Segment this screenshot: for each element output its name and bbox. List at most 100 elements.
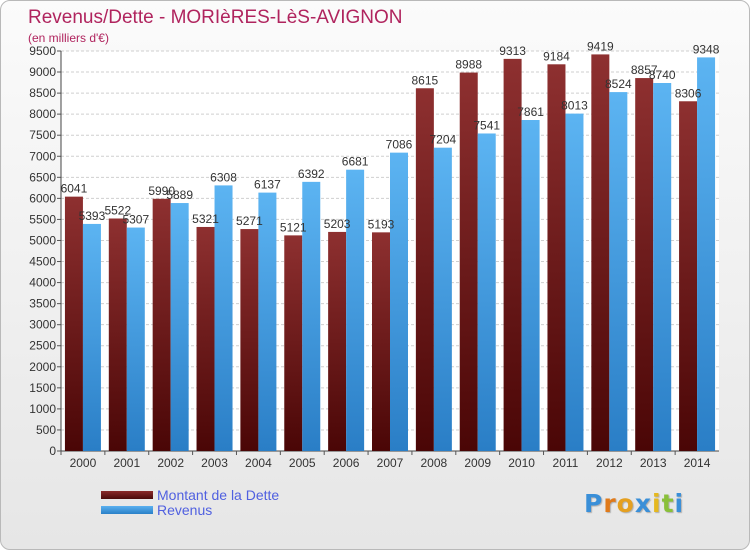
bar-revenue	[82, 223, 101, 451]
x-tick-label: 2003	[201, 456, 228, 470]
data-label-revenue: 8013	[561, 99, 588, 113]
x-tick-label: 2008	[421, 456, 448, 470]
logo-letter: P	[584, 489, 604, 518]
bar-debt	[372, 232, 390, 451]
legend-label-debt: Montant de la Dette	[157, 487, 280, 503]
bar-debt	[240, 229, 259, 451]
logo-letter: r	[603, 489, 617, 518]
chart-title: Revenus/Dette - MORIèRES-LèS-AVIGNON	[28, 7, 403, 28]
data-label-revenue: 8740	[649, 68, 676, 82]
bar-revenue	[521, 120, 540, 451]
x-tick-label: 2007	[377, 456, 404, 470]
bar-debt	[152, 198, 171, 451]
data-label-revenue: 5307	[122, 213, 149, 227]
data-label-debt: 9419	[587, 39, 614, 53]
bar-debt	[108, 218, 127, 451]
bar-debt	[635, 78, 654, 452]
legend-swatch-debt	[101, 491, 153, 499]
y-tick-label: 4500	[29, 255, 56, 269]
y-tick-label: 7500	[29, 128, 56, 142]
data-label-revenue: 8524	[605, 77, 632, 91]
legend-swatch-revenue	[101, 506, 153, 514]
data-label-debt: 9184	[543, 49, 570, 63]
data-label-revenue: 6681	[342, 155, 369, 169]
x-tick-label: 2014	[684, 456, 711, 470]
y-tick-label: 2000	[29, 360, 56, 374]
y-tick-label: 7000	[29, 149, 56, 163]
bar-revenue	[477, 133, 496, 452]
data-label-debt: 5271	[236, 214, 263, 228]
bar-debt	[547, 64, 566, 451]
y-tick-label: 500	[36, 423, 56, 437]
data-label-revenue: 7861	[517, 105, 544, 119]
bar-revenue	[258, 192, 277, 451]
bar-debt	[284, 235, 303, 451]
data-label-debt: 5193	[368, 217, 395, 231]
data-label-revenue: 6308	[210, 170, 237, 184]
x-tick-label: 2004	[245, 456, 272, 470]
bar-revenue	[609, 92, 628, 452]
proxiti-logo: Proxiti	[584, 489, 684, 518]
data-label-debt: 5321	[192, 212, 219, 226]
data-label-revenue: 5393	[79, 209, 106, 223]
x-tick-label: 2005	[289, 456, 316, 470]
data-label-debt: 5203	[324, 217, 351, 231]
y-tick-label: 6000	[29, 191, 56, 205]
data-label-debt: 5990	[148, 184, 175, 198]
y-tick-label: 9500	[29, 44, 56, 58]
logo-letter: x	[634, 489, 652, 518]
data-label-revenue: 9348	[693, 42, 720, 56]
logo-letter: o	[616, 489, 635, 518]
x-tick-label: 2006	[333, 456, 360, 470]
x-tick-label: 2012	[596, 456, 623, 470]
data-label-revenue: 7541	[473, 118, 500, 132]
data-label-debt: 8306	[675, 86, 702, 100]
bar-revenue	[390, 152, 408, 452]
logo-letter: i	[674, 489, 685, 518]
logo-letter: i	[652, 489, 662, 518]
y-tick-label: 2500	[29, 339, 56, 353]
data-label-revenue: 7204	[430, 133, 457, 147]
x-tick-label: 2002	[157, 456, 184, 470]
data-label-revenue: 6137	[254, 178, 281, 192]
y-tick-label: 0	[49, 444, 56, 458]
data-label-debt: 9313	[499, 44, 526, 58]
bar-debt	[503, 58, 522, 451]
bar-debt	[459, 72, 478, 451]
bar-revenue	[653, 83, 672, 451]
y-tick-label: 6500	[29, 170, 56, 184]
bar-revenue	[302, 181, 321, 451]
data-label-debt: 8988	[455, 58, 482, 72]
bar-revenue	[170, 203, 189, 451]
legend-label-revenue: Revenus	[157, 502, 213, 518]
y-tick-label: 5000	[29, 233, 56, 247]
data-label-debt: 8857	[631, 63, 658, 77]
x-tick-label: 2010	[508, 456, 535, 470]
chart-subtitle: (en milliers d'€)	[28, 31, 109, 45]
x-tick-label: 2009	[464, 456, 491, 470]
y-tick-label: 9000	[29, 65, 56, 79]
y-tick-label: 1500	[29, 381, 56, 395]
y-tick-label: 8500	[29, 86, 56, 100]
x-tick-label: 2000	[70, 456, 97, 470]
bar-debt	[64, 196, 83, 451]
data-label-debt: 5522	[104, 203, 131, 217]
bar-debt	[679, 101, 698, 451]
y-tick-label: 4000	[29, 276, 56, 290]
legend-item-debt: Montant de la Dette	[101, 487, 279, 503]
x-tick-label: 2001	[113, 456, 140, 470]
bar-debt	[415, 88, 434, 452]
logo-letter: t	[661, 489, 675, 518]
y-tick-label: 8000	[29, 107, 56, 121]
bar-revenue	[697, 57, 716, 452]
bar-debt	[328, 231, 347, 451]
data-label-revenue: 6392	[298, 167, 325, 181]
data-label-revenue: 7086	[386, 138, 413, 152]
bar-revenue	[346, 169, 365, 451]
y-tick-label: 1000	[29, 402, 56, 416]
y-tick-label: 3000	[29, 318, 56, 332]
y-tick-label: 3500	[29, 297, 56, 311]
y-tick-label: 5500	[29, 212, 56, 226]
